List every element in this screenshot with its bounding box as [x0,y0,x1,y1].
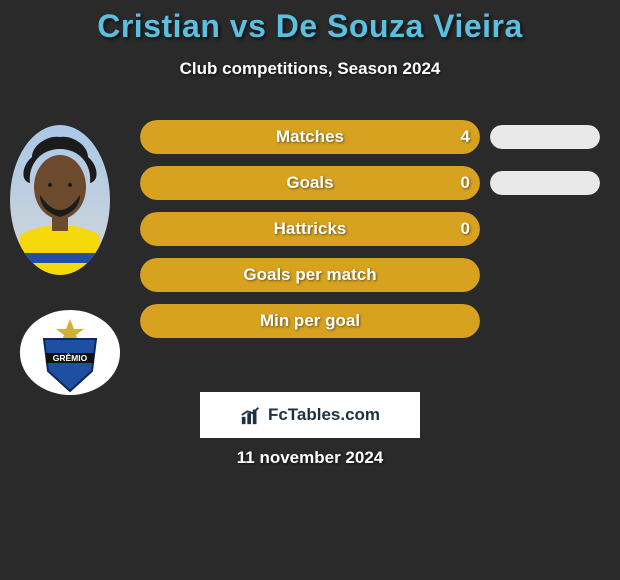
left-bar-fill [140,212,480,246]
left-bar-fill [140,166,480,200]
club-name-text: GRÊMIO [53,352,88,363]
left-bar-track: Min per goal [140,304,480,338]
left-bar-fill [140,304,480,338]
left-bar-track: Goals 0 [140,166,480,200]
left-bar-track: Goals per match [140,258,480,292]
brand-text: FcTables.com [268,405,380,425]
stat-row: Matches 4 [140,120,600,154]
right-bar-track [490,171,600,195]
left-bar-fill [140,258,480,292]
right-bar-fill [490,171,600,195]
left-value: 0 [461,166,470,200]
page-title: Cristian vs De Souza Vieira [0,0,620,45]
club-badge: GRÊMIO [20,310,120,395]
left-bar-fill [140,120,480,154]
left-bar-track: Matches 4 [140,120,480,154]
right-bar-fill [490,125,600,149]
stat-row: Goals 0 [140,166,600,200]
left-value: 4 [461,120,470,154]
brand-badge: FcTables.com [200,392,420,438]
left-value: 0 [461,212,470,246]
page-subtitle: Club competitions, Season 2024 [0,59,620,79]
player-portrait [10,125,110,275]
portrait-icon [10,125,110,275]
stats-rows: Matches 4 Goals 0 Hattricks 0 Goals [140,120,600,350]
date-text: 11 november 2024 [0,448,620,468]
stat-row: Goals per match [140,258,600,292]
stat-row: Min per goal [140,304,600,338]
right-bar-track [490,125,600,149]
stat-row: Hattricks 0 [140,212,600,246]
left-bar-track: Hattricks 0 [140,212,480,246]
club-crest-icon: GRÊMIO [30,313,110,393]
brand-chart-icon [240,404,262,426]
